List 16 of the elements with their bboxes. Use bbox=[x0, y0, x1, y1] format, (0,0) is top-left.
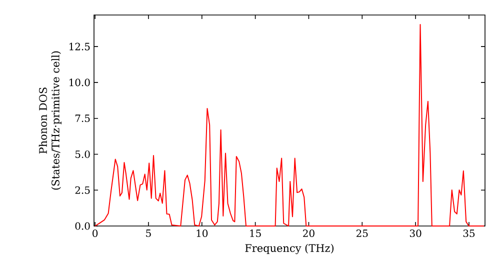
x-tick-label: 20 bbox=[303, 230, 314, 238]
x-axis-title: Frequency (THz) bbox=[245, 244, 334, 254]
y-tick-label: 5.0 bbox=[75, 150, 90, 158]
y-tick-label: 2.5 bbox=[75, 186, 90, 194]
x-tick-label: 5 bbox=[146, 230, 151, 237]
x-tick-label: 10 bbox=[196, 230, 208, 238]
y-axis-title: Phonon DOS (States/THz·primitive cell) bbox=[38, 51, 62, 190]
y-tick-label: 0.0 bbox=[75, 222, 90, 230]
x-tick-label: 30 bbox=[410, 230, 422, 238]
x-tick-label: 0 bbox=[92, 230, 98, 238]
x-tick-label: 15 bbox=[250, 230, 261, 238]
y-tick-label: 10.0 bbox=[70, 78, 90, 86]
y-tick-label: 7.5 bbox=[75, 114, 90, 122]
y-tick-label: 12.5 bbox=[70, 42, 90, 50]
x-tick-label: 25 bbox=[356, 230, 368, 238]
x-tick-label: 35 bbox=[463, 230, 475, 238]
